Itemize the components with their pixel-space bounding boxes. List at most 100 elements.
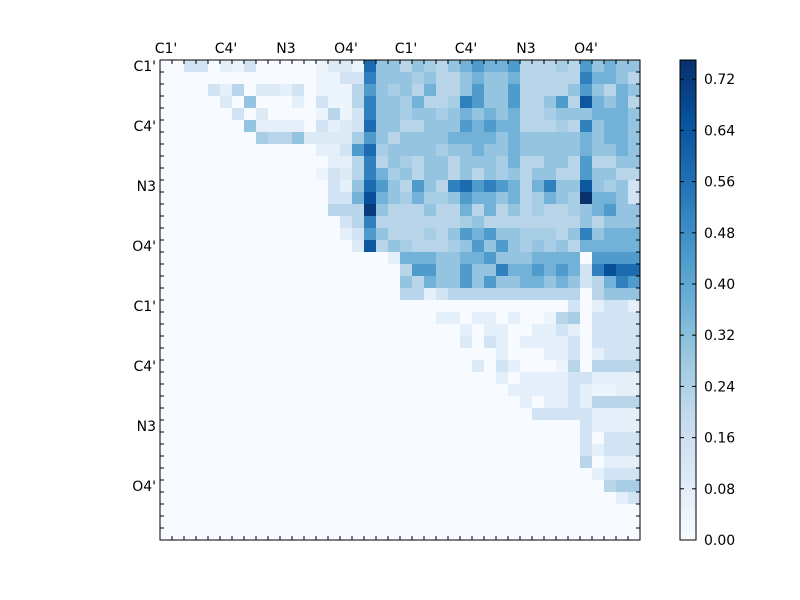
- heatmap-cell: [376, 180, 389, 193]
- heatmap-cell: [292, 96, 305, 109]
- heatmap-cell: [220, 132, 233, 145]
- heatmap-cell: [364, 120, 377, 133]
- heatmap-cell: [172, 492, 185, 505]
- heatmap-cell: [172, 480, 185, 493]
- heatmap-cell: [280, 60, 293, 73]
- heatmap-cell: [532, 216, 545, 229]
- heatmap-cell: [604, 504, 617, 517]
- heatmap-cell: [412, 348, 425, 361]
- heatmap-cell: [424, 516, 437, 529]
- y-tick-label: C4': [133, 359, 156, 375]
- heatmap-cell: [616, 324, 629, 337]
- heatmap-cell: [232, 468, 245, 481]
- heatmap-cell: [424, 480, 437, 493]
- heatmap-cell: [304, 372, 317, 385]
- heatmap-cell: [376, 516, 389, 529]
- heatmap-cell: [436, 156, 449, 169]
- heatmap-cell: [544, 264, 557, 277]
- heatmap-cell: [400, 156, 413, 169]
- heatmap-cell: [244, 84, 257, 97]
- heatmap-cell: [268, 348, 281, 361]
- heatmap-cell: [532, 192, 545, 205]
- heatmap-cell: [280, 192, 293, 205]
- heatmap-cell: [592, 72, 605, 85]
- heatmap-cell: [544, 120, 557, 133]
- y-tick-label: N3: [137, 419, 156, 435]
- heatmap-cell: [460, 504, 473, 517]
- heatmap-cell: [304, 348, 317, 361]
- heatmap-cell: [448, 204, 461, 217]
- heatmap-cell: [520, 492, 533, 505]
- heatmap-cell: [544, 312, 557, 325]
- heatmap-cell: [172, 204, 185, 217]
- heatmap-cell: [388, 132, 401, 145]
- heatmap-cell: [448, 348, 461, 361]
- colorbar: [679, 59, 697, 541]
- heatmap-cell: [592, 108, 605, 121]
- heatmap-cell: [532, 384, 545, 397]
- heatmap-cell: [544, 84, 557, 97]
- heatmap-cell: [280, 168, 293, 181]
- heatmap-cell: [232, 252, 245, 265]
- heatmap-cell: [508, 156, 521, 169]
- heatmap-cell: [160, 132, 173, 145]
- heatmap-cell: [460, 276, 473, 289]
- heatmap-cell: [400, 168, 413, 181]
- heatmap-cell: [376, 492, 389, 505]
- heatmap-cell: [556, 300, 569, 313]
- heatmap-cell: [508, 528, 521, 541]
- heatmap-cell: [412, 492, 425, 505]
- heatmap-cell: [160, 444, 173, 457]
- heatmap-cell: [460, 432, 473, 445]
- heatmap-cell: [616, 132, 629, 145]
- heatmap-cell: [232, 348, 245, 361]
- heatmap-cell: [556, 396, 569, 409]
- heatmap-cell: [316, 96, 329, 109]
- heatmap-cell: [532, 396, 545, 409]
- heatmap-cell: [304, 480, 317, 493]
- heatmap-cell: [196, 204, 209, 217]
- heatmap-cell: [316, 144, 329, 157]
- heatmap-cell: [460, 60, 473, 73]
- heatmap-cell: [280, 84, 293, 97]
- heatmap-cell: [196, 132, 209, 145]
- heatmap-cell: [508, 240, 521, 253]
- heatmap-cell: [196, 288, 209, 301]
- heatmap-cell: [256, 84, 269, 97]
- heatmap-cell: [592, 192, 605, 205]
- heatmap-cell: [412, 360, 425, 373]
- heatmap-cell: [328, 456, 341, 469]
- heatmap-cell: [568, 276, 581, 289]
- heatmap-cell: [220, 144, 233, 157]
- x-tick-label: N3: [276, 41, 295, 57]
- heatmap-cell: [316, 504, 329, 517]
- heatmap-cell: [316, 216, 329, 229]
- heatmap-cell: [220, 204, 233, 217]
- x-tick-label: C1': [155, 41, 178, 57]
- heatmap-cell: [472, 408, 485, 421]
- heatmap-cell: [412, 456, 425, 469]
- heatmap-cell: [460, 444, 473, 457]
- heatmap-cell: [208, 108, 221, 121]
- heatmap-cell: [592, 516, 605, 529]
- heatmap-cell: [292, 384, 305, 397]
- heatmap-cell: [328, 432, 341, 445]
- heatmap-cell: [328, 480, 341, 493]
- heatmap-cell: [160, 204, 173, 217]
- heatmap-cell: [304, 384, 317, 397]
- heatmap-cell: [496, 528, 509, 541]
- heatmap-cell: [520, 516, 533, 529]
- heatmap-cell: [172, 516, 185, 529]
- heatmap-cell: [580, 444, 593, 457]
- heatmap-cell: [304, 468, 317, 481]
- heatmap-cell: [244, 468, 257, 481]
- heatmap-cell: [568, 372, 581, 385]
- heatmap-cell: [196, 240, 209, 253]
- heatmap-cell: [616, 216, 629, 229]
- heatmap-cell: [184, 408, 197, 421]
- heatmap-cell: [484, 492, 497, 505]
- heatmap-cell: [352, 456, 365, 469]
- heatmap-cell: [388, 96, 401, 109]
- heatmap-cell: [196, 456, 209, 469]
- heatmap-cell: [460, 324, 473, 337]
